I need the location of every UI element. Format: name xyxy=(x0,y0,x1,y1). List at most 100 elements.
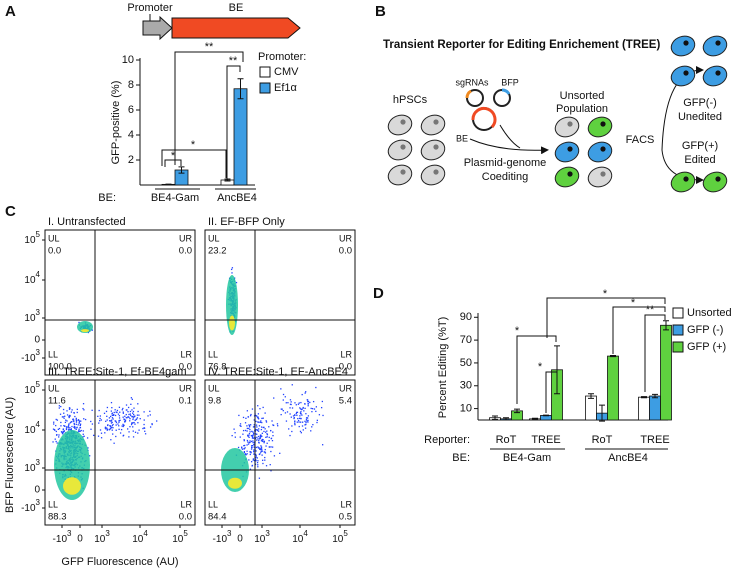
event-dot xyxy=(242,433,244,435)
event-dot xyxy=(246,410,249,412)
event-dot xyxy=(285,420,288,422)
tick-exponent: 5 xyxy=(36,380,41,389)
event-dot xyxy=(315,410,317,413)
event-dot xyxy=(113,413,115,416)
nucleus xyxy=(400,169,406,175)
event-dot xyxy=(114,420,116,422)
event-dot xyxy=(118,428,120,431)
event-dot xyxy=(305,423,307,426)
event-dot xyxy=(247,441,249,443)
event-dot xyxy=(110,420,112,422)
event-dot xyxy=(280,388,282,390)
tick-exponent: 3 xyxy=(265,529,270,538)
legend-swatch xyxy=(672,307,684,319)
plot-frame xyxy=(44,379,196,526)
event-dot xyxy=(256,457,258,459)
event-dot xyxy=(108,417,111,419)
event-dot xyxy=(130,414,132,417)
event-dot xyxy=(260,447,262,449)
plot-title: III. TREE:Site-1, Ef-BE4gam xyxy=(48,366,187,378)
x-tick-label: BE4-Gam xyxy=(151,192,199,204)
event-dot xyxy=(293,414,296,416)
event-dot xyxy=(82,433,84,435)
event-dot xyxy=(106,424,109,427)
event-dot xyxy=(127,406,130,409)
event-dot xyxy=(246,434,249,436)
event-dot xyxy=(316,419,319,421)
axis-tick-label: 105 xyxy=(172,529,188,545)
diagram-label: Plasmid-genome xyxy=(464,157,547,169)
event-dot xyxy=(258,425,261,427)
tick-exponent: 3 xyxy=(36,498,41,507)
event-dot xyxy=(77,419,80,421)
event-dot xyxy=(279,452,281,454)
axis-tick-label: -103 xyxy=(21,348,40,364)
tick-base: 10 xyxy=(24,463,36,474)
event-dot xyxy=(257,413,260,415)
event-dot xyxy=(296,414,298,416)
nucleus xyxy=(600,146,606,152)
event-dot xyxy=(77,424,79,426)
diagram-title: Transient Reporter for Editing Enricheme… xyxy=(383,39,660,51)
event-dot xyxy=(270,437,273,440)
event-dot xyxy=(59,413,62,415)
event-dot xyxy=(91,423,94,425)
axis-tick-label: 104 xyxy=(24,270,40,286)
legend-label: GFP (-) xyxy=(687,324,723,336)
nucleus xyxy=(715,40,721,46)
tick-exponent: 3 xyxy=(67,529,72,538)
event-dot xyxy=(108,429,111,431)
event-dot xyxy=(244,453,247,455)
event-dot xyxy=(234,432,236,434)
event-dot xyxy=(73,425,76,427)
event-dot xyxy=(82,403,85,405)
y-tick-label: 8 xyxy=(128,79,134,91)
event-dot xyxy=(252,440,254,442)
event-dot xyxy=(83,435,85,437)
event-dot xyxy=(78,421,80,423)
event-dot xyxy=(266,434,269,436)
event-dot xyxy=(295,404,297,406)
event-dot xyxy=(79,420,81,422)
bar xyxy=(233,88,248,186)
event-dot xyxy=(251,446,253,449)
event-dot xyxy=(248,426,251,428)
event-dot xyxy=(79,424,81,426)
event-dot xyxy=(133,407,135,409)
event-dot xyxy=(263,426,265,429)
event-dot xyxy=(122,435,124,437)
event-dot xyxy=(132,417,134,419)
event-dot xyxy=(122,411,124,413)
event-dot xyxy=(245,454,247,456)
event-dot xyxy=(287,402,289,404)
event-dot xyxy=(307,405,309,407)
event-dot xyxy=(293,417,295,420)
event-dot xyxy=(301,408,303,410)
event-dot xyxy=(82,430,84,432)
nucleus xyxy=(567,171,573,177)
event-dot xyxy=(243,439,245,441)
diagram-label: hPSCs xyxy=(393,94,428,106)
event-dot xyxy=(80,420,82,422)
event-dot xyxy=(292,415,295,417)
event-dot xyxy=(126,428,129,430)
diagram-label: GFP(-) xyxy=(683,97,717,109)
event-dot xyxy=(118,425,120,427)
event-dot xyxy=(71,409,73,411)
nucleus xyxy=(433,119,439,125)
cell xyxy=(420,139,446,161)
axis-tick-label: -103 xyxy=(21,498,40,514)
event-dot xyxy=(263,442,265,444)
quadrant-name: LR xyxy=(340,499,352,509)
event-dot xyxy=(115,424,117,426)
event-dot xyxy=(112,433,114,435)
bar xyxy=(649,395,661,421)
event-dot xyxy=(127,416,129,418)
event-dot xyxy=(249,415,252,417)
event-dot xyxy=(115,421,118,424)
event-dot xyxy=(87,447,89,449)
bar xyxy=(585,395,597,421)
event-dot xyxy=(64,425,66,427)
event-dot xyxy=(104,432,106,434)
significance-bracket xyxy=(226,65,241,180)
